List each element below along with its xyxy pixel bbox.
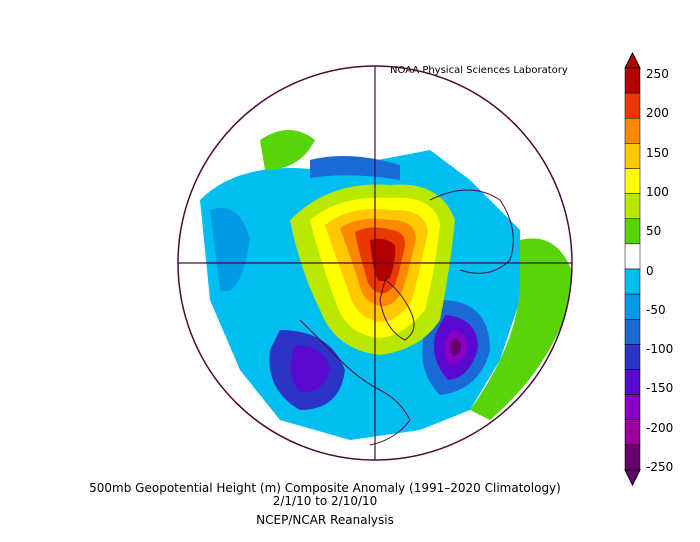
colorbar-tick-label: -250 bbox=[646, 460, 674, 474]
colorbar-bottom-arrow bbox=[624, 469, 641, 487]
colorbar-swatch bbox=[624, 394, 641, 420]
coastline-north-america bbox=[299, 319, 411, 446]
colorbar-swatch bbox=[624, 243, 641, 270]
colorbar-tick-label: -50 bbox=[646, 302, 666, 317]
coastline-greenland bbox=[379, 279, 415, 341]
colorbar-swatch bbox=[624, 218, 641, 245]
coastline-eurasia bbox=[429, 189, 514, 274]
colorbar-tick-label: 200 bbox=[646, 106, 669, 121]
colorbar-swatch bbox=[624, 293, 641, 320]
colorbar-swatch bbox=[624, 419, 641, 446]
polar-anomaly-map bbox=[177, 65, 573, 461]
colorbar-swatch bbox=[624, 118, 641, 144]
colorbar-tick-label: 100 bbox=[646, 184, 669, 199]
blue-stripe-north bbox=[310, 156, 400, 180]
colorbar-swatch bbox=[624, 67, 641, 94]
colorbar-swatch bbox=[624, 344, 641, 370]
green-region-atlantic bbox=[470, 238, 572, 420]
colorbar-tick-label: -100 bbox=[646, 342, 674, 357]
colorbar-tick-label: -200 bbox=[646, 420, 674, 435]
colorbar-swatch bbox=[624, 319, 641, 345]
colorbar-tick-label: 0 bbox=[646, 263, 654, 278]
colorbar-swatch bbox=[624, 143, 641, 169]
colorbar-tick-label: -150 bbox=[646, 381, 674, 396]
colorbar-swatch bbox=[624, 268, 641, 295]
colorbar-tick-label: 50 bbox=[646, 224, 662, 239]
colorbar-swatch bbox=[624, 92, 641, 119]
blue-region-west bbox=[210, 208, 250, 292]
source-credit: NOAA Physical Sciences Laboratory bbox=[390, 65, 568, 76]
colorbar-tick-label: 150 bbox=[646, 145, 669, 160]
green-region-pacific bbox=[260, 130, 315, 170]
colorbar-swatch bbox=[624, 444, 641, 471]
colorbar-top-arrow bbox=[624, 51, 641, 69]
caption-line-1: 500mb Geopotential Height (m) Composite … bbox=[89, 481, 561, 495]
colorbar bbox=[620, 50, 650, 494]
colorbar-tick-label: 250 bbox=[646, 67, 669, 81]
colorbar-swatch bbox=[624, 193, 641, 219]
caption-line-2: 2/1/10 to 2/10/10 bbox=[272, 494, 378, 508]
colorbar-swatch bbox=[624, 369, 641, 395]
colorbar-swatch bbox=[624, 168, 641, 194]
caption-line-3: NCEP/NCAR Reanalysis bbox=[256, 513, 394, 527]
